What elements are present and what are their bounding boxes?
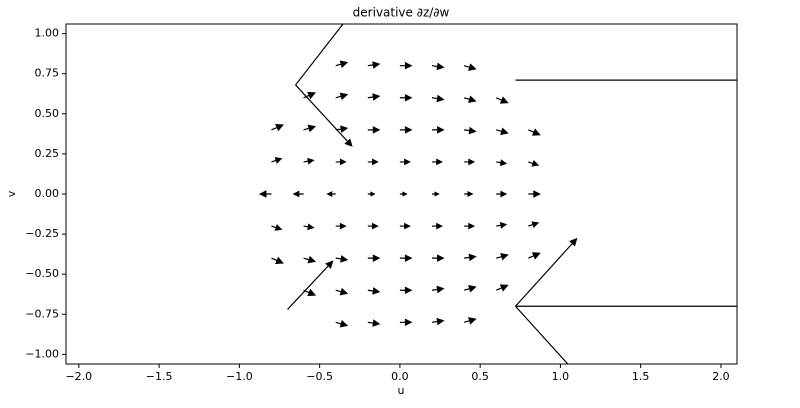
arrow <box>463 317 477 325</box>
arrow <box>528 252 541 260</box>
arrow <box>431 94 445 103</box>
arrow <box>295 84 353 147</box>
arrow <box>399 254 413 262</box>
arrow <box>287 260 334 310</box>
x-tick-label: 0.0 <box>391 370 409 383</box>
arrow <box>271 157 283 164</box>
arrow <box>464 158 476 166</box>
arrow <box>271 123 284 132</box>
arrow <box>326 191 336 197</box>
arrow <box>367 254 381 262</box>
arrow <box>367 126 381 134</box>
arrow <box>335 319 349 328</box>
x-tick-label: 2.0 <box>712 370 730 383</box>
arrow <box>464 222 476 230</box>
arrow <box>335 287 349 296</box>
arrow <box>431 317 445 326</box>
arrow <box>303 124 317 133</box>
y-axis-label: v <box>5 190 18 197</box>
arrow <box>432 126 445 134</box>
arrow <box>432 191 440 197</box>
arrow <box>292 190 304 198</box>
arrow <box>367 319 381 327</box>
arrow <box>515 237 578 307</box>
arrow <box>515 79 737 81</box>
arrow <box>463 285 477 293</box>
x-tick-label: −1.5 <box>146 370 173 383</box>
arrow <box>271 224 283 231</box>
x-tick-label: 1.5 <box>632 370 650 383</box>
arrow <box>399 191 408 197</box>
y-tick-label: 0.75 <box>35 67 60 80</box>
arrow <box>432 222 443 230</box>
arrow <box>496 252 509 261</box>
arrow <box>303 223 315 231</box>
arrow <box>495 284 509 292</box>
arrow <box>496 222 508 229</box>
arrow <box>528 190 541 198</box>
arrow <box>463 63 477 71</box>
arrow <box>303 255 317 264</box>
arrow <box>399 222 411 230</box>
arrow <box>399 318 413 327</box>
arrow <box>399 126 413 134</box>
x-tick-label: 1.0 <box>552 370 570 383</box>
y-tick-label: 1.00 <box>35 27 60 40</box>
y-tick-label: 0.25 <box>35 147 60 160</box>
arrow <box>367 191 376 197</box>
arrow <box>367 93 381 101</box>
arrow <box>495 96 509 104</box>
y-tick-label: −1.00 <box>25 347 59 360</box>
arrow <box>515 305 569 364</box>
arrow <box>528 221 540 228</box>
arrow <box>303 157 315 165</box>
arrow <box>258 190 272 198</box>
arrow <box>528 128 541 136</box>
arrow <box>496 190 508 198</box>
arrow <box>367 287 381 295</box>
x-tick-label: −1.0 <box>226 370 253 383</box>
y-tick-label: −0.75 <box>25 307 59 320</box>
plot-area <box>258 24 737 364</box>
arrow <box>515 305 737 307</box>
arrow <box>367 222 379 230</box>
arrow <box>295 24 344 86</box>
arrow <box>432 158 443 166</box>
y-tick-label: −0.50 <box>25 267 59 280</box>
arrow <box>335 60 349 69</box>
arrow <box>496 127 509 136</box>
arrow <box>399 61 413 70</box>
chart-title: derivative ∂z/∂w <box>353 6 450 20</box>
arrow <box>335 222 347 230</box>
arrow <box>367 61 381 69</box>
arrow <box>335 92 349 101</box>
arrow <box>431 62 445 71</box>
arrow <box>496 159 508 166</box>
y-tick-label: −0.25 <box>25 227 59 240</box>
x-tick-label: −0.5 <box>306 370 333 383</box>
y-tick-label: 0.50 <box>35 107 60 120</box>
arrow <box>367 158 379 166</box>
y-tick-label: 0.00 <box>35 187 60 200</box>
arrow <box>399 158 411 166</box>
arrow <box>431 285 445 294</box>
arrow <box>432 254 445 262</box>
arrow <box>399 93 413 102</box>
x-tick-label: −2.0 <box>65 370 92 383</box>
arrow <box>463 95 477 103</box>
x-tick-label: 0.5 <box>471 370 489 383</box>
x-axis-label: u <box>398 384 405 397</box>
arrow <box>528 160 540 167</box>
arrow <box>399 286 413 295</box>
arrow <box>335 255 349 263</box>
arrow <box>271 256 284 265</box>
arrow <box>464 126 477 135</box>
arrow <box>464 191 474 197</box>
arrow <box>335 158 347 166</box>
arrow <box>464 253 477 262</box>
